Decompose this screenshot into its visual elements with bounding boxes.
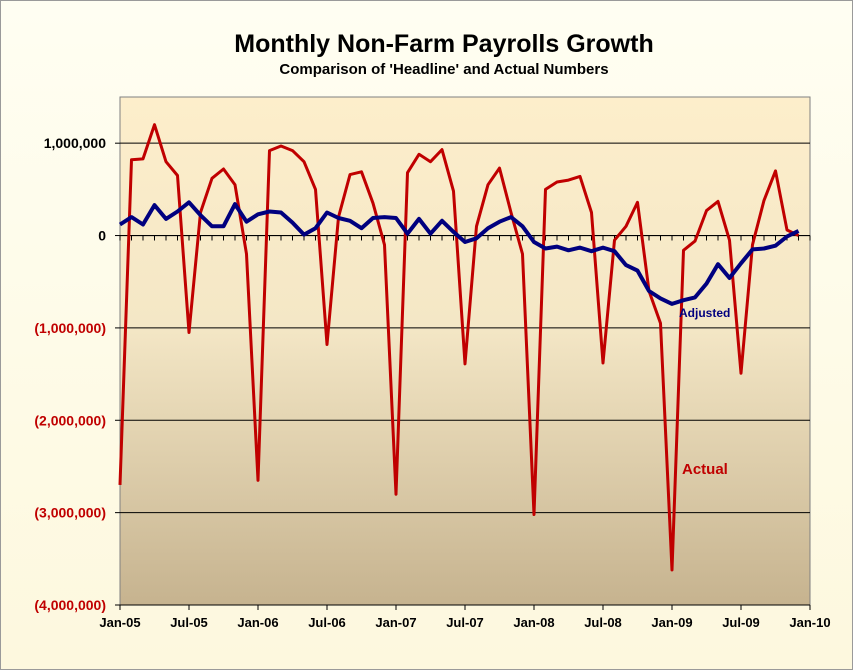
y-tick-label: (2,000,000) — [34, 412, 106, 428]
x-axis-ticks: Jan-05 Jul-05 Jan-06 Jul-06 Jan-07 Jul-07 Jan-… — [99, 605, 831, 630]
x-tick-label: Jan-10 — [789, 615, 830, 630]
x-tick-label: Jul-06 — [308, 615, 346, 630]
chart-subtitle: Comparison of 'Headline' and Actual Numb… — [279, 61, 608, 78]
x-tick-label: Jul-05 — [170, 615, 208, 630]
x-tick-label: Jan-07 — [375, 615, 416, 630]
y-tick-label: 1,000,000 — [44, 135, 106, 151]
y-tick-label: (1,000,000) — [34, 320, 106, 336]
y-tick-label: 0 — [98, 228, 106, 244]
x-tick-label: Jul-08 — [584, 615, 622, 630]
series-line-actual — [118, 123, 800, 572]
y-tick-label: (4,000,000) — [34, 597, 106, 613]
x-tick-label: Jan-08 — [513, 615, 554, 630]
series-layer — [118, 123, 800, 572]
actual-series-label: Actual — [682, 461, 728, 478]
y-axis-ticks: 1,000,000 0 (1,000,000) (2,000,000) (3,000,0… — [34, 135, 120, 613]
chart-title: Monthly Non-Farm Payrolls Growth — [234, 30, 653, 58]
x-tick-label: Jul-09 — [722, 615, 760, 630]
x-tick-label: Jan-06 — [237, 615, 278, 630]
x-tick-label: Jan-05 — [99, 615, 140, 630]
x-tick-label: Jan-09 — [651, 615, 692, 630]
x-axis — [119, 234, 811, 241]
y-tick-label: (3,000,000) — [34, 505, 106, 521]
adjusted-series-label: Adjusted — [679, 306, 730, 320]
x-tick-label: Jul-07 — [446, 615, 484, 630]
series-line-adjusted — [118, 200, 800, 306]
